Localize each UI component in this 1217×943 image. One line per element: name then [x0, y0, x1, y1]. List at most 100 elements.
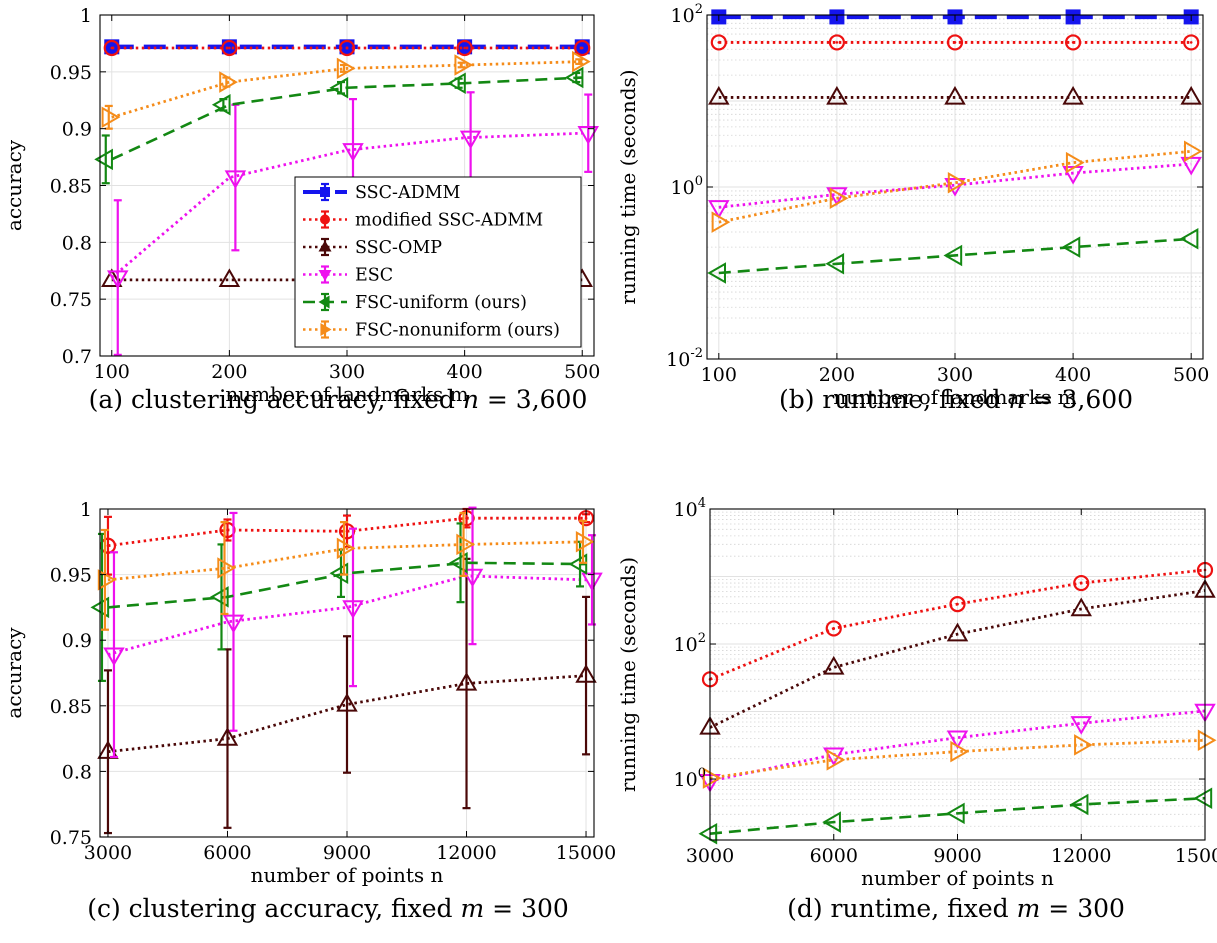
y-tick-text: 0.85: [50, 176, 92, 198]
y-tick-label: 0.95: [50, 62, 92, 84]
x-tick-label: 6000: [203, 842, 251, 864]
legend-item-fsc-uniform-ours: FSC-uniform (ours): [303, 292, 527, 313]
y-tick-text: 0.95: [50, 565, 92, 587]
data-point: [107, 270, 129, 290]
series-fsc-nonuniform-ours: [702, 729, 1217, 789]
caption-value: = 3,600: [479, 385, 587, 414]
y-tick-label: 0.7: [62, 346, 92, 368]
data-point: [947, 172, 967, 194]
y-tick-text: 1: [80, 499, 92, 521]
x-tick-label: 100: [94, 361, 130, 383]
data-point: [946, 622, 969, 642]
y-tick-label: 104: [674, 496, 706, 521]
x-tick-label: 400: [1055, 364, 1091, 386]
chart-panel-4: 3000600090001200015000100102104number of…: [616, 496, 1217, 923]
data-point: [943, 244, 963, 267]
y-tick-text: 0.8: [62, 232, 92, 254]
x-tick-label: 500: [1173, 364, 1209, 386]
y-tick-label: 0.8: [62, 232, 92, 254]
y-tick-label: 100: [674, 766, 706, 791]
caption-variable: n: [1009, 385, 1025, 414]
y-tick-label: 0.85: [50, 176, 92, 198]
data-point: [1193, 787, 1213, 809]
data-point: [94, 148, 113, 171]
y-tick-label: 0.85: [50, 696, 92, 718]
series-fsc-uniform-ours: [94, 66, 584, 185]
data-point: [708, 85, 730, 105]
data-point-dot: [228, 46, 231, 50]
y-tick-base: 10: [674, 769, 698, 791]
series-line: [709, 589, 1206, 729]
y-tick-exponent: 4: [698, 496, 706, 511]
data-point-dot: [345, 530, 349, 533]
data-point: [1197, 729, 1217, 752]
x-axis-label: number of points n: [861, 866, 1054, 890]
x-axis-label: number of landmarks m: [225, 382, 468, 406]
data-point: [211, 94, 231, 116]
x-tick-label: 3000: [84, 842, 132, 864]
y-tick-exponent: 2: [695, 2, 703, 17]
series-fsc-uniform-ours: [698, 787, 1213, 845]
data-point: [336, 57, 356, 80]
data-point: [949, 596, 966, 613]
y-axis-label: accuracy: [2, 627, 26, 719]
series-line: [709, 738, 1206, 780]
data-point: [1061, 236, 1081, 258]
legend-label: ESC: [355, 266, 393, 286]
legend-marker: [318, 295, 330, 309]
data-point: [1180, 85, 1202, 105]
y-tick-exponent: 0: [698, 766, 706, 781]
series-ssc-omp: [708, 85, 1202, 105]
data-point-dot: [463, 46, 466, 50]
x-tick-label: 12000: [436, 842, 496, 864]
data-point: [698, 822, 718, 845]
data-point: [224, 170, 247, 190]
y-axis-label: running time (seconds): [616, 69, 640, 304]
y-tick-base: 10: [674, 499, 698, 521]
y-tick-text: 0.9: [62, 630, 92, 652]
data-point: [1070, 597, 1093, 617]
data-point: [456, 39, 473, 57]
data-point: [97, 740, 119, 759]
y-tick-text: 0.7: [62, 346, 92, 368]
data-point: [575, 664, 597, 683]
caption-value: = 300: [1040, 894, 1125, 923]
data-point-dot: [1079, 581, 1083, 585]
legend-box: [294, 176, 582, 348]
data-point: [447, 72, 466, 94]
series-line: [107, 540, 587, 582]
data-point: [221, 39, 238, 57]
y-tick-label: 102: [674, 631, 706, 656]
data-point: [1183, 34, 1200, 51]
series-fsc-nonuniform-ours: [711, 140, 1203, 233]
data-point: [218, 268, 241, 288]
data-point: [101, 268, 123, 288]
data-point: [459, 130, 482, 150]
data-point: [336, 537, 356, 560]
series-line: [107, 674, 587, 754]
y-tick-label: 0.8: [62, 761, 92, 783]
data-point: [103, 39, 120, 57]
legend: SSC-ADMM modified SSC-ADMM SSC-OMP ESC FSC-u…: [294, 176, 582, 348]
caption-text: (d) runtime, fixed: [787, 894, 1017, 923]
series-line: [110, 131, 583, 279]
y-tick-base: 10: [674, 634, 698, 656]
chart-caption: (c) clustering accuracy, fixed m = 300: [87, 894, 569, 923]
series-line: [718, 149, 1192, 224]
data-point: [449, 552, 468, 574]
y-tick-text: 0.75: [50, 289, 92, 311]
data-point: [710, 34, 727, 51]
data-point: [103, 647, 125, 667]
y-tick-exponent: 2: [698, 631, 706, 646]
series-line: [718, 162, 1192, 209]
data-point: [572, 50, 591, 73]
data-point: [461, 568, 484, 588]
caption-variable: m: [1017, 894, 1041, 923]
y-tick-text: 1: [80, 5, 92, 27]
y-tick-text: 0.8: [62, 761, 92, 783]
data-point-dot: [226, 528, 229, 532]
data-point: [329, 76, 349, 99]
x-axis-label: number of points n: [251, 863, 444, 887]
data-point-dot: [832, 627, 836, 630]
